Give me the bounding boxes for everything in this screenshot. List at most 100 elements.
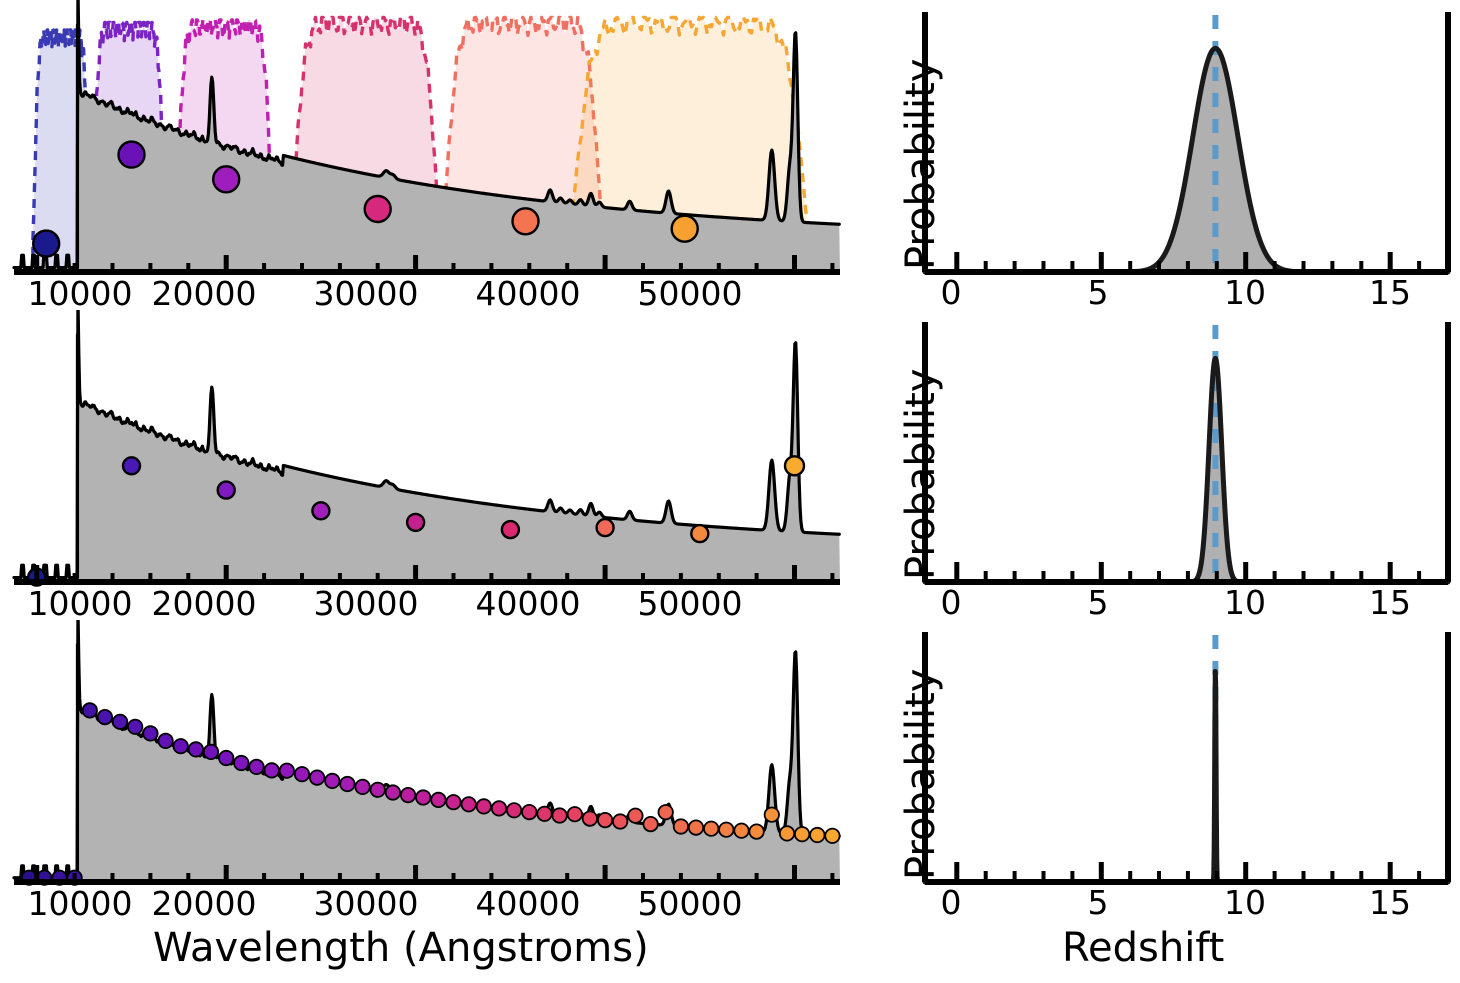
- photometry-point[interactable]: [511, 207, 540, 236]
- panel-bottom-right-pz: [860, 620, 1460, 920]
- pz-fill: [925, 358, 1448, 582]
- xtick-top-right-1: 5: [1087, 273, 1109, 312]
- photometry-point[interactable]: [354, 778, 371, 795]
- redshift-pdf-plot-mediumband: [922, 322, 1451, 585]
- x-axis-group: [14, 255, 840, 275]
- photometry-point[interactable]: [218, 749, 235, 767]
- photometry-point[interactable]: [415, 789, 432, 806]
- photometry-point[interactable]: [793, 826, 811, 843]
- photometry-point[interactable]: [96, 709, 114, 726]
- photometry-point[interactable]: [748, 823, 765, 840]
- photometry-point[interactable]: [824, 827, 841, 844]
- panel-top-left-spectrum: [0, 0, 860, 310]
- photometry-point[interactable]: [399, 787, 417, 804]
- photometry-point[interactable]: [778, 825, 796, 842]
- photometry-point[interactable]: [690, 523, 710, 544]
- photometry-point[interactable]: [127, 718, 144, 735]
- photometry-point[interactable]: [172, 738, 189, 755]
- pz-fill: [925, 48, 1448, 273]
- photometry-point[interactable]: [211, 165, 241, 194]
- xtick-bottom-right-1: 5: [1087, 883, 1109, 922]
- photometry-point[interactable]: [809, 826, 826, 844]
- spectrum-plot-broadband: [12, 0, 841, 275]
- photometry-point[interactable]: [430, 791, 447, 808]
- photometry-point[interactable]: [202, 743, 220, 760]
- photometry-point[interactable]: [363, 194, 392, 224]
- photometry-point[interactable]: [263, 762, 280, 779]
- photometry-point[interactable]: [627, 807, 644, 824]
- xtick-bottom-right-3: 15: [1369, 883, 1411, 922]
- xtick-top-left-4: 50000: [637, 274, 743, 313]
- photometry-point[interactable]: [581, 810, 599, 827]
- xtick-top-right-3: 15: [1369, 273, 1411, 312]
- photometry-point[interactable]: [670, 214, 699, 243]
- xtick-top-left-1: 20000: [151, 274, 257, 313]
- photometry-point[interactable]: [783, 455, 806, 477]
- photometry-point[interactable]: [596, 812, 614, 829]
- xtick-bottom-left-2: 30000: [313, 884, 419, 923]
- photometry-point[interactable]: [384, 784, 401, 801]
- xtick-top-right-0: 0: [940, 273, 962, 312]
- photometry-point[interactable]: [248, 758, 265, 775]
- photometry-point[interactable]: [595, 517, 615, 538]
- spectrum-fill: [14, 0, 840, 272]
- photometry-point[interactable]: [612, 813, 629, 830]
- photometry-point[interactable]: [216, 480, 236, 500]
- xtick-top-right-2: 10: [1224, 273, 1266, 312]
- photometry-point[interactable]: [293, 766, 311, 783]
- photometry-point[interactable]: [157, 732, 174, 750]
- photometry-point[interactable]: [369, 781, 386, 798]
- xtick-middle-right-0: 0: [940, 583, 962, 622]
- photometry-point[interactable]: [121, 456, 142, 476]
- photometry-point[interactable]: [642, 816, 659, 833]
- filter-fill-F115W: [32, 30, 90, 272]
- photometry-point[interactable]: [500, 519, 521, 540]
- photometry-point[interactable]: [81, 702, 98, 719]
- photometry-point[interactable]: [657, 804, 674, 821]
- photometry-point[interactable]: [339, 775, 356, 793]
- photometry-point[interactable]: [718, 821, 735, 838]
- filter-curve-F200W: [173, 18, 276, 272]
- photometry-point[interactable]: [278, 762, 295, 779]
- photometry-point[interactable]: [505, 802, 523, 819]
- photometry-point[interactable]: [445, 794, 462, 811]
- filter-curve-F150W: [90, 20, 168, 272]
- photometry-point[interactable]: [490, 800, 508, 817]
- photometry-point[interactable]: [187, 741, 204, 758]
- photometry-group: [32, 140, 699, 258]
- panel-bottom-left-spectrum: [0, 620, 860, 920]
- spectrum-group: [12, 310, 841, 582]
- photometry-point[interactable]: [672, 818, 690, 835]
- filter-curve-F277W: [288, 15, 442, 272]
- xtick-bottom-left-1: 20000: [151, 884, 257, 923]
- xtick-top-left-3: 40000: [475, 274, 581, 313]
- photometry-point[interactable]: [536, 805, 553, 822]
- photometry-point[interactable]: [117, 140, 146, 169]
- photometry-point[interactable]: [703, 820, 720, 837]
- photometry-point[interactable]: [324, 772, 341, 789]
- photometry-point[interactable]: [687, 819, 705, 836]
- photometry-point[interactable]: [405, 512, 426, 533]
- xtick-middle-left-4: 50000: [637, 584, 743, 623]
- photometry-point[interactable]: [733, 822, 750, 839]
- photometry-point[interactable]: [308, 769, 326, 786]
- photometry-point[interactable]: [521, 804, 538, 821]
- photometry-point[interactable]: [460, 796, 477, 813]
- photometry-point[interactable]: [112, 713, 129, 730]
- ylabel-bottom-right: Probability: [898, 668, 944, 880]
- photometry-point[interactable]: [475, 798, 492, 815]
- spectrum-group: [12, 620, 841, 882]
- photometry-point[interactable]: [32, 229, 61, 258]
- photometry-point[interactable]: [551, 807, 568, 824]
- pz-group: [922, 322, 1451, 585]
- pz-curve: [922, 355, 1451, 585]
- photometry-point[interactable]: [566, 806, 583, 823]
- xtick-bottom-left-0: 10000: [27, 884, 133, 923]
- photometry-point[interactable]: [233, 754, 250, 772]
- spectrum-fill: [14, 620, 840, 882]
- photometry-point[interactable]: [763, 806, 780, 823]
- xtick-middle-left-0: 10000: [27, 584, 133, 623]
- xtick-bottom-left-3: 40000: [475, 884, 581, 923]
- photometry-point[interactable]: [311, 501, 331, 521]
- photometry-point[interactable]: [142, 725, 159, 742]
